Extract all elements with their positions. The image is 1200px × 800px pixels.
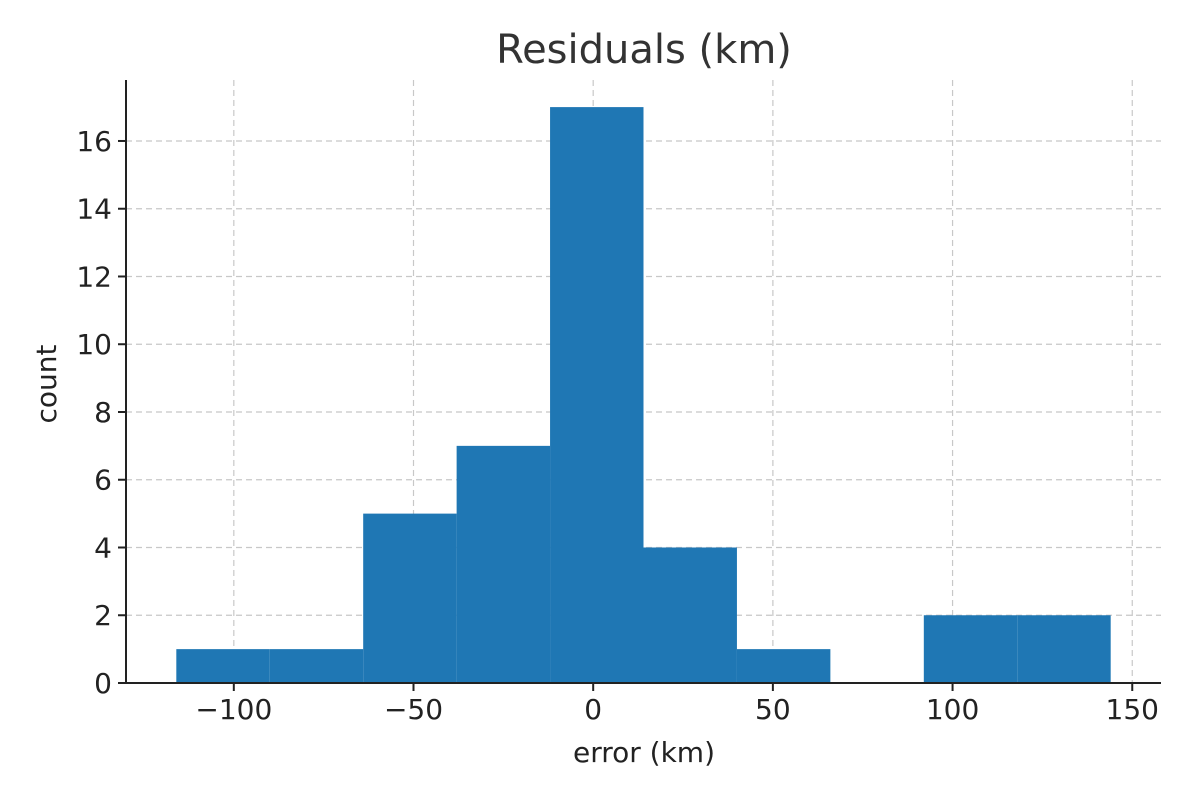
histogram-bar-4: [550, 107, 644, 683]
histogram-bar-9: [1017, 615, 1111, 683]
histogram-bar-8: [923, 615, 1018, 683]
y-tick-label-8: 16: [76, 125, 112, 158]
y-tick-label-2: 4: [94, 531, 112, 564]
y-tick-label-0: 0: [94, 667, 112, 700]
histogram-bar-1: [269, 649, 364, 683]
histogram-bar-6: [736, 649, 831, 683]
axes-layer: [125, 80, 1161, 684]
histogram-bar-0: [176, 649, 270, 683]
y-tick-label-6: 12: [76, 260, 112, 293]
histogram-bar-2: [363, 513, 457, 683]
histogram-bar-5: [643, 547, 737, 683]
ticks-layer: −100 −50 0 50 100 150 0 2 4 6 8 10 12 14 16: [76, 125, 1159, 726]
x-tick-label-4: 100: [926, 693, 979, 726]
y-tick-label-1: 2: [94, 599, 112, 632]
y-tick-label-7: 14: [76, 193, 112, 226]
y-axis-label: count: [30, 344, 63, 423]
x-tick-label-2: 0: [584, 693, 602, 726]
y-tick-label-4: 8: [94, 396, 112, 429]
y-tick-label-3: 6: [94, 464, 112, 497]
chart-title: Residuals (km): [496, 27, 792, 73]
bars-layer: [176, 107, 1111, 683]
histogram-bar-3: [456, 445, 551, 683]
y-tick-label-5: 10: [76, 328, 112, 361]
x-tick-label-5: 150: [1106, 693, 1159, 726]
x-axis-label: error (km): [573, 736, 715, 769]
x-tick-label-0: −100: [195, 693, 272, 726]
grid-layer: [126, 80, 1161, 683]
x-tick-label-3: 50: [755, 693, 791, 726]
x-tick-label-1: −50: [384, 693, 443, 726]
